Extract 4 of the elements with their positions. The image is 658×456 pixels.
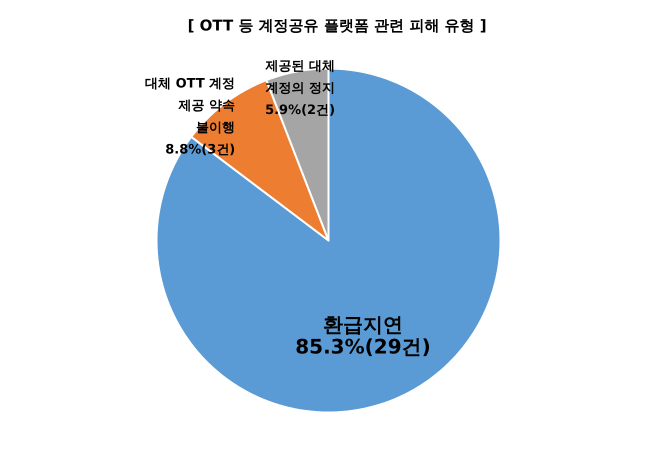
data-label: 8.8%(3건) — [165, 142, 236, 158]
slice-label: 환급지연 — [323, 312, 403, 337]
chart-title: [ OTT 등 계정공유 플랫폼 관련 피해 유형 ] — [188, 16, 487, 34]
data-label: 85.3%(29건) — [295, 334, 431, 359]
